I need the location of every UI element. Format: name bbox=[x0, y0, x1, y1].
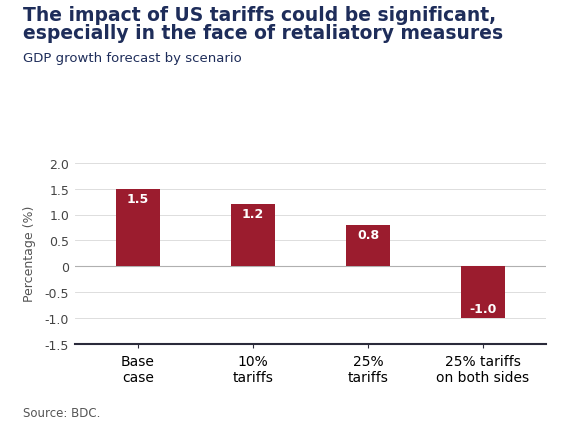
Text: Source: BDC.: Source: BDC. bbox=[23, 406, 101, 419]
Bar bbox=[116, 189, 160, 267]
Text: -1.0: -1.0 bbox=[469, 302, 497, 315]
Text: The impact of US tariffs could be significant,: The impact of US tariffs could be signif… bbox=[23, 6, 496, 25]
Text: 1.2: 1.2 bbox=[242, 208, 264, 221]
Y-axis label: Percentage (%): Percentage (%) bbox=[24, 206, 36, 302]
Bar bbox=[346, 225, 390, 267]
Bar bbox=[231, 205, 275, 267]
Bar bbox=[461, 267, 505, 318]
Text: GDP growth forecast by scenario: GDP growth forecast by scenario bbox=[23, 52, 242, 64]
Text: especially in the face of retaliatory measures: especially in the face of retaliatory me… bbox=[23, 24, 503, 43]
Text: 1.5: 1.5 bbox=[127, 192, 149, 205]
Text: 0.8: 0.8 bbox=[357, 228, 379, 241]
